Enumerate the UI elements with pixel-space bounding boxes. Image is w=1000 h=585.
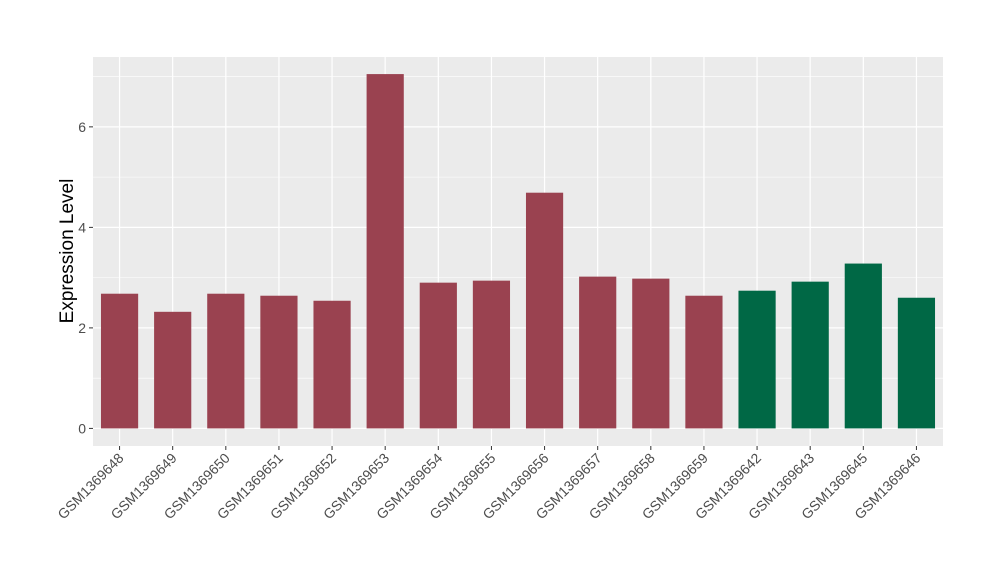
y-tick-label: 0: [78, 420, 86, 436]
bar-GSM1369655: [472, 280, 511, 429]
y-tick-label: 4: [78, 219, 86, 235]
bar-GSM1369651: [260, 295, 298, 429]
bar-GSM1369650: [207, 293, 245, 429]
y-axis-label: Expression Level: [57, 179, 78, 324]
bar-GSM1369643: [791, 281, 829, 429]
bar-GSM1369653: [366, 74, 404, 429]
bar-GSM1369645: [844, 263, 882, 429]
y-tick-label: 2: [78, 320, 86, 336]
bar-GSM1369654: [419, 282, 457, 429]
bar-GSM1369646: [897, 297, 936, 429]
bar-GSM1369652: [313, 300, 351, 429]
y-tick-label: 6: [78, 119, 86, 135]
bar-GSM1369659: [685, 295, 723, 429]
bar-GSM1369642: [738, 290, 776, 429]
bar-GSM1369657: [579, 276, 617, 429]
bar-GSM1369658: [632, 278, 670, 429]
bar-GSM1369649: [154, 311, 192, 429]
bar-GSM1369648: [100, 293, 139, 429]
bar-GSM1369656: [525, 192, 564, 429]
